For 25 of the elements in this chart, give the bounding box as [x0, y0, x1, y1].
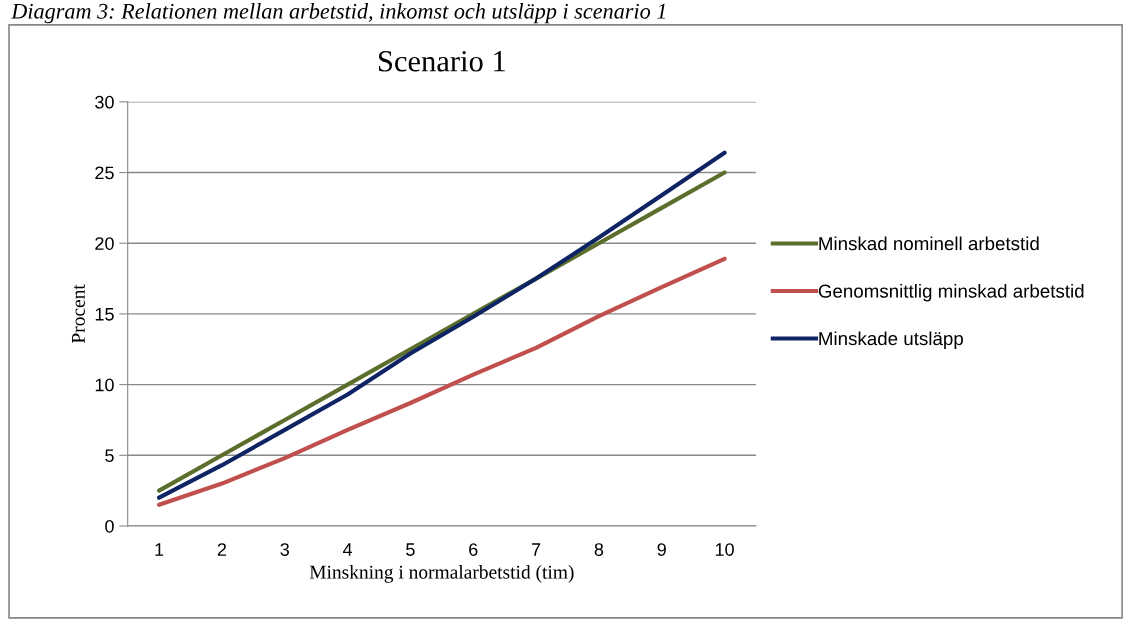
legend-label: Minskade utsläpp: [819, 331, 963, 349]
x-tick-label: 1: [155, 543, 164, 556]
legend-label: Genomsnittlig minskad arbetstid: [818, 283, 1084, 302]
x-tick-label: 4: [342, 543, 353, 556]
chart-title: Scenario 1: [378, 51, 505, 72]
x-tick-label: 9: [657, 543, 666, 556]
y-tick-label: 5: [105, 449, 114, 463]
legend-label: Minskad nominell arbetstid: [819, 236, 1039, 251]
y-tick-label: 0: [105, 519, 114, 533]
x-tick-label: 6: [469, 543, 478, 556]
text: Diagram 3: Relationen mellan arbetstid, inkomst och utsläpp i scenario 1: [11, 3, 666, 24]
x-tick-label: 7: [531, 543, 541, 556]
x-tick-label: 10: [715, 543, 734, 556]
x-tick-label: 8: [594, 543, 604, 556]
y-axis-title: Procent: [71, 284, 85, 344]
y-tick-label: 15: [95, 308, 114, 321]
x-tick-label: 3: [280, 543, 289, 556]
y-tick-label: 30: [95, 95, 114, 109]
x-axis-title: Minskning i normalarbetstid (tim): [309, 565, 574, 583]
y-tick-label: 20: [95, 237, 114, 250]
y-tick-label: 10: [95, 378, 114, 392]
line-series: [157, 256, 727, 507]
x-tick-label: 5: [406, 543, 415, 556]
x-tick-label: 2: [217, 543, 227, 556]
y-tick-label: 25: [95, 166, 114, 180]
